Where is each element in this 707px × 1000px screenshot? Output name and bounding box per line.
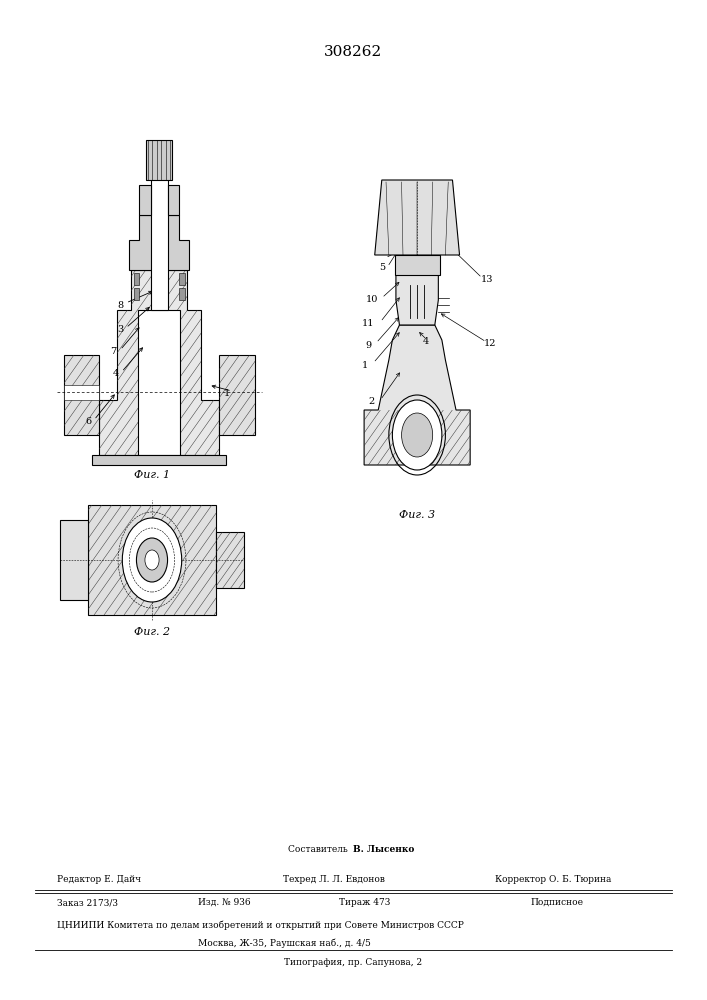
Text: 10: 10 — [366, 296, 378, 304]
Text: 4: 4 — [112, 369, 119, 378]
Circle shape — [145, 550, 159, 570]
Text: Фиг. 3: Фиг. 3 — [399, 510, 436, 520]
Polygon shape — [179, 288, 185, 300]
Polygon shape — [134, 288, 139, 300]
Polygon shape — [129, 215, 189, 270]
Polygon shape — [92, 455, 226, 465]
Polygon shape — [138, 310, 180, 455]
Text: 3: 3 — [117, 326, 124, 334]
Text: 1: 1 — [361, 360, 368, 369]
Text: 9: 9 — [365, 340, 371, 350]
Polygon shape — [60, 520, 88, 600]
Polygon shape — [216, 532, 244, 588]
Text: Редактор Е. Дайч: Редактор Е. Дайч — [57, 875, 141, 884]
Polygon shape — [151, 170, 168, 310]
Polygon shape — [139, 185, 151, 215]
Circle shape — [136, 538, 168, 582]
Polygon shape — [395, 255, 440, 275]
Text: Изд. № 936: Изд. № 936 — [198, 898, 250, 907]
Text: 308262: 308262 — [325, 45, 382, 59]
Text: 13: 13 — [481, 275, 493, 284]
Text: Заказ 2173/3: Заказ 2173/3 — [57, 898, 117, 907]
Text: Фиг. 1: Фиг. 1 — [134, 470, 170, 480]
Circle shape — [392, 400, 442, 470]
Text: ЦНИИПИ Комитета по делам изобретений и открытий при Совете Министров СССР: ЦНИИПИ Комитета по делам изобретений и о… — [57, 920, 463, 930]
Polygon shape — [396, 275, 438, 325]
Text: 4: 4 — [423, 338, 429, 347]
Polygon shape — [146, 140, 172, 180]
Polygon shape — [219, 355, 255, 435]
Circle shape — [122, 518, 182, 602]
Polygon shape — [168, 185, 179, 215]
Polygon shape — [179, 273, 185, 285]
Polygon shape — [88, 505, 216, 615]
Text: Подписное: Подписное — [530, 898, 583, 907]
Text: 1: 1 — [223, 388, 230, 397]
Text: Фиг. 2: Фиг. 2 — [134, 627, 170, 637]
Text: 12: 12 — [484, 340, 497, 349]
Text: 6: 6 — [86, 418, 92, 426]
Polygon shape — [99, 270, 219, 455]
Circle shape — [402, 413, 433, 457]
Text: 5: 5 — [379, 263, 385, 272]
Polygon shape — [64, 355, 99, 435]
Polygon shape — [134, 273, 139, 285]
Text: Составитель: Составитель — [288, 845, 354, 854]
Polygon shape — [64, 385, 99, 400]
Text: Техред Л. Л. Евдонов: Техред Л. Л. Евдонов — [283, 875, 385, 884]
Polygon shape — [375, 180, 460, 255]
Text: 2: 2 — [368, 397, 375, 406]
Text: 7: 7 — [110, 348, 117, 357]
Text: Тираж 473: Тираж 473 — [339, 898, 391, 907]
Text: 11: 11 — [362, 320, 375, 328]
Text: Типография, пр. Сапунова, 2: Типография, пр. Сапунова, 2 — [284, 958, 423, 967]
Text: 8: 8 — [117, 300, 124, 310]
Text: Москва, Ж-35, Раушская наб., д. 4/5: Москва, Ж-35, Раушская наб., д. 4/5 — [198, 938, 371, 948]
Polygon shape — [364, 325, 470, 465]
Text: Корректор О. Б. Тюрина: Корректор О. Б. Тюрина — [495, 875, 612, 884]
Text: В. Лысенко: В. Лысенко — [354, 845, 415, 854]
